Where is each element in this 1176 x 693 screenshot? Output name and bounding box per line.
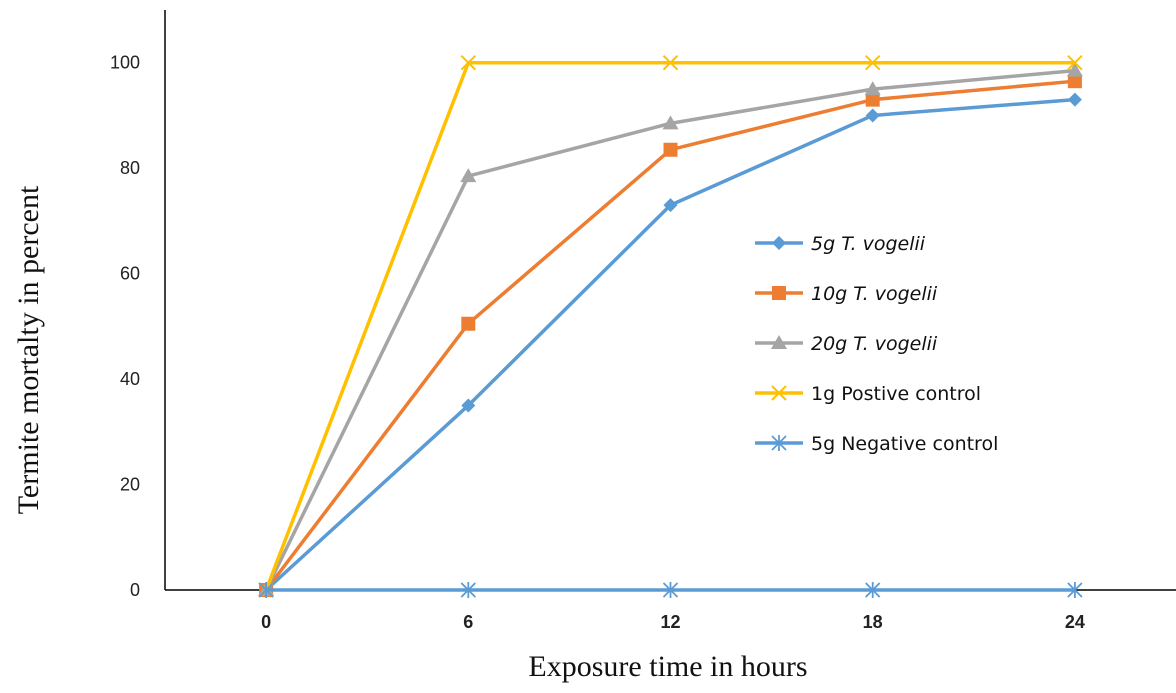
data-point (1066, 62, 1083, 77)
data-point (460, 582, 476, 598)
axes (164, 10, 1176, 591)
y-tick-label: 100 (110, 53, 140, 73)
y-tick-label: 20 (120, 475, 140, 495)
y-tick-label: 60 (120, 264, 140, 284)
series-1 (259, 92, 1082, 597)
data-point (461, 316, 476, 331)
legend-item: 5g T. vogelii (755, 233, 926, 255)
data-point (662, 55, 679, 71)
y-tick-label: 0 (130, 580, 140, 600)
y-axis-title: Termite mortalty in percent (12, 185, 45, 514)
data-point (461, 398, 476, 413)
legend-item: 20g T. vogelii (755, 333, 938, 355)
legend-marker (771, 435, 787, 451)
legend-item: 1g Postive control (755, 383, 981, 405)
data-point (663, 142, 678, 157)
legend-label: 10g T. vogelii (811, 283, 938, 305)
legend-label: 5g T. vogelii (811, 233, 926, 255)
data-point (865, 582, 881, 598)
x-tick-label: 18 (863, 612, 883, 632)
x-tick-label: 0 (261, 612, 271, 632)
legend-label: 5g Negative control (811, 433, 998, 455)
data-point (662, 115, 679, 130)
data-point (258, 582, 274, 598)
series-layer (258, 55, 1083, 598)
data-point (1067, 74, 1082, 89)
legend-marker (771, 385, 787, 401)
legend-item: 5g Negative control (755, 433, 998, 455)
legend-marker (772, 286, 786, 300)
data-point (865, 108, 880, 123)
x-axis-title: Exposure time in hours (528, 650, 807, 683)
legend: 5g T. vogelii 10g T. vogelii 20g T. vogeli… (755, 233, 998, 455)
x-tick-labels: 0 6 12 18 24 (261, 612, 1085, 632)
data-point (662, 582, 679, 598)
legend-marker (772, 236, 786, 250)
data-point (1067, 582, 1083, 598)
y-tick-label: 40 (120, 369, 140, 389)
legend-item: 10g T. vogelii (755, 283, 938, 305)
legend-label: 20g T. vogelii (811, 333, 938, 355)
data-point (864, 55, 881, 71)
series-2 (259, 74, 1082, 597)
series-3 (258, 62, 1083, 596)
series-5 (258, 582, 1083, 598)
y-tick-labels: 0 20 40 60 80 100 (110, 53, 140, 600)
series-line (264, 60, 1075, 591)
data-point (1067, 55, 1083, 71)
data-point (865, 92, 880, 107)
legend-label: 1g Postive control (811, 383, 981, 405)
x-tick-label: 12 (660, 612, 680, 632)
legend-marker (771, 335, 787, 349)
data-point (460, 55, 477, 71)
x-tick-label: 6 (463, 612, 473, 632)
data-point (1067, 92, 1082, 107)
y-tick-label: 80 (120, 158, 140, 178)
series-line (264, 79, 1076, 592)
data-point (460, 168, 477, 183)
data-point (663, 198, 678, 213)
series-4 (258, 55, 1083, 598)
x-tick-label: 24 (1065, 612, 1085, 632)
data-point (864, 81, 881, 96)
